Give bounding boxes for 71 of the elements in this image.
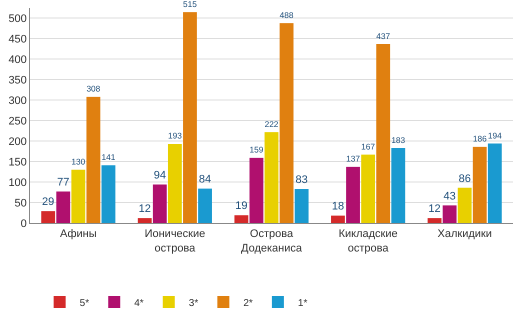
bar [234, 215, 248, 223]
bar [56, 191, 70, 223]
bar [198, 188, 212, 223]
x-tick-label: Кикладские острова [338, 228, 398, 254]
data-label: 186 [472, 134, 488, 144]
data-label: 94 [154, 170, 166, 182]
bar [442, 205, 457, 223]
y-tick-label: 450 [8, 34, 27, 46]
data-label: 308 [86, 84, 101, 94]
bar [152, 184, 167, 223]
y-tick-label: 400 [8, 54, 27, 66]
bar [102, 165, 116, 223]
data-label: 193 [168, 130, 182, 141]
data-label: 159 [250, 144, 264, 155]
data-label: 86 [458, 172, 471, 185]
y-tick-label: 350 [8, 74, 27, 87]
data-label: 222 [264, 118, 279, 129]
bar [472, 146, 487, 223]
y-tick-label: 150 [8, 156, 27, 168]
data-label: 12 [138, 203, 151, 216]
bar [264, 132, 278, 223]
bar [331, 216, 345, 223]
data-label: 137 [346, 154, 360, 164]
bar [41, 211, 56, 223]
bar [294, 189, 309, 223]
data-label: 12 [428, 203, 441, 216]
legend-label: 2* [243, 298, 253, 309]
data-label: 29 [42, 196, 54, 208]
bar [168, 144, 182, 223]
bar [391, 148, 406, 223]
x-tick-label: Ионические острова [144, 228, 206, 254]
data-label: 43 [444, 190, 456, 202]
y-tick-label: 50 [14, 197, 27, 210]
bar [183, 12, 197, 223]
bar [346, 166, 360, 223]
data-label: 515 [183, 0, 198, 9]
bar [250, 158, 264, 223]
bar [71, 170, 86, 223]
data-label: 77 [57, 176, 70, 188]
data-label: 437 [376, 30, 390, 41]
legend-label: 4* [134, 298, 144, 309]
y-tick-label: 100 [8, 176, 27, 189]
data-label: 183 [391, 134, 406, 145]
x-tick-label: Халкидики [438, 228, 492, 240]
x-tick-label: Острова Додеканиса [241, 228, 303, 254]
y-tick-label: 250 [8, 115, 27, 128]
x-tick-label: Афины [60, 228, 97, 240]
data-label: 19 [235, 200, 248, 212]
bar [458, 188, 472, 223]
data-label: 167 [361, 141, 376, 152]
bar [428, 218, 442, 223]
y-tick-label: 200 [8, 136, 27, 148]
data-label: 83 [296, 174, 308, 186]
legend-label: 5* [80, 298, 90, 309]
bar [138, 218, 152, 223]
bar [488, 144, 502, 223]
y-tick-label: 300 [8, 94, 27, 107]
data-label: 130 [71, 156, 86, 166]
data-label: 141 [102, 152, 116, 162]
legend-label: 1* [298, 298, 308, 309]
legend-label: 3* [188, 298, 198, 309]
data-label: 194 [488, 130, 502, 140]
data-label: 488 [280, 10, 294, 20]
bar [376, 44, 390, 223]
data-label: 84 [198, 174, 212, 186]
bar [361, 154, 376, 223]
data-label: 18 [332, 200, 344, 213]
bar [280, 23, 294, 223]
bar [86, 96, 100, 223]
y-tick-label: 500 [8, 13, 27, 26]
y-tick-label: 0 [20, 218, 27, 230]
